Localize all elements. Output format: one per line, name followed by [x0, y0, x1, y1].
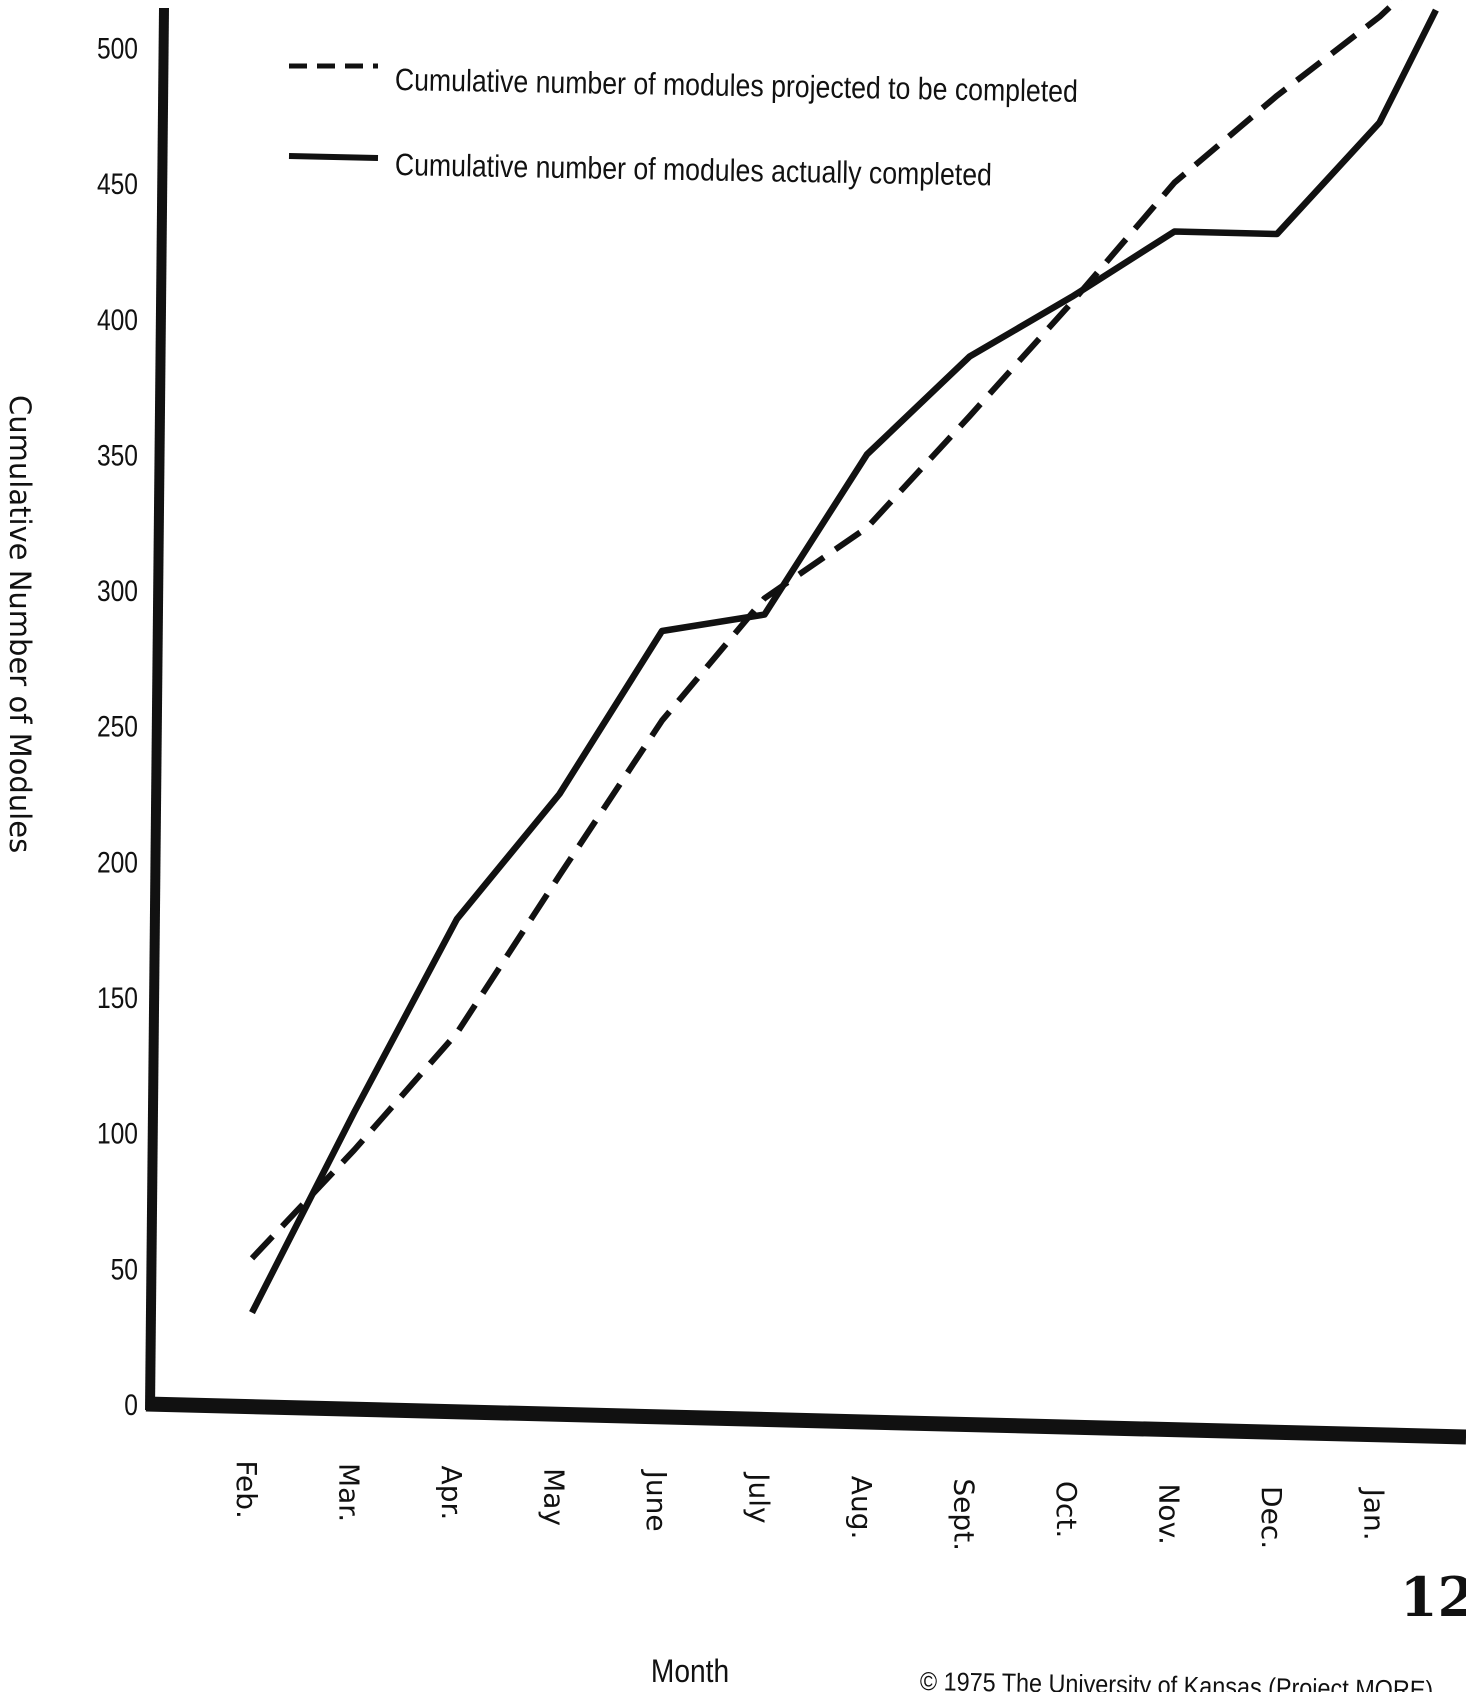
y-tick-label-300: 300 [97, 574, 138, 608]
x-tick-label-nov: Nov. [1153, 1483, 1186, 1544]
x-tick-label-july: July [743, 1471, 776, 1523]
y-tick-label-450: 450 [97, 167, 138, 201]
y-axis-line [145, 7, 169, 1411]
x-tick-label-may: May [538, 1468, 571, 1526]
y-tick-label-400: 400 [97, 302, 138, 336]
x-tick-label-mar: Mar. [333, 1463, 366, 1522]
series-line-projected [249, 0, 1402, 1261]
page-number: 126 [1400, 1565, 1466, 1629]
legend-solid-swatch [288, 153, 379, 161]
x-tick-label-feb: Feb. [230, 1460, 263, 1518]
legend-label-projected: Cumulative number of modules projected t… [395, 63, 1079, 109]
copyright-notice: © 1975 The University of Kansas (Project… [920, 1668, 1434, 1692]
x-axis-line [145, 1396, 1466, 1445]
y-tick-label-350: 350 [97, 438, 138, 472]
x-tick-label-jan: Jan. [1358, 1487, 1391, 1541]
y-tick-labels: 0 50 100 150 200 250 300 350 400 450 500 [97, 31, 138, 1421]
x-axis-title: Month [651, 1654, 729, 1689]
y-tick-label-0: 0 [124, 1388, 138, 1422]
series-line-actual [249, 8, 1439, 1315]
y-tick-label-50: 50 [111, 1252, 138, 1286]
x-axis [145, 1396, 1466, 1445]
y-axis-title: Cumulative Number of Modules [3, 395, 37, 853]
legend-label-actual: Cumulative number of modules actually co… [395, 148, 993, 193]
legend: Cumulative number of modules projected t… [288, 63, 1079, 193]
y-tick-label-150: 150 [97, 981, 138, 1015]
x-tick-label-dec: Dec. [1255, 1486, 1288, 1549]
series-lines [249, 0, 1439, 1315]
y-tick-label-200: 200 [97, 845, 138, 879]
y-tick-label-250: 250 [97, 709, 138, 743]
y-tick-label-100: 100 [97, 1116, 138, 1150]
x-tick-label-apr: Apr. [435, 1466, 468, 1521]
x-tick-label-oct: Oct. [1050, 1481, 1083, 1538]
y-axis [145, 7, 169, 1411]
x-tick-labels: Feb. Mar. Apr. May June July Aug. Sept. Oct. Nov.… [230, 1460, 1391, 1551]
x-tick-label-june: June [640, 1469, 673, 1532]
y-tick-label-500: 500 [97, 31, 138, 65]
x-tick-label-sept: Sept. [948, 1478, 981, 1551]
x-tick-label-aug: Aug. [845, 1476, 878, 1540]
